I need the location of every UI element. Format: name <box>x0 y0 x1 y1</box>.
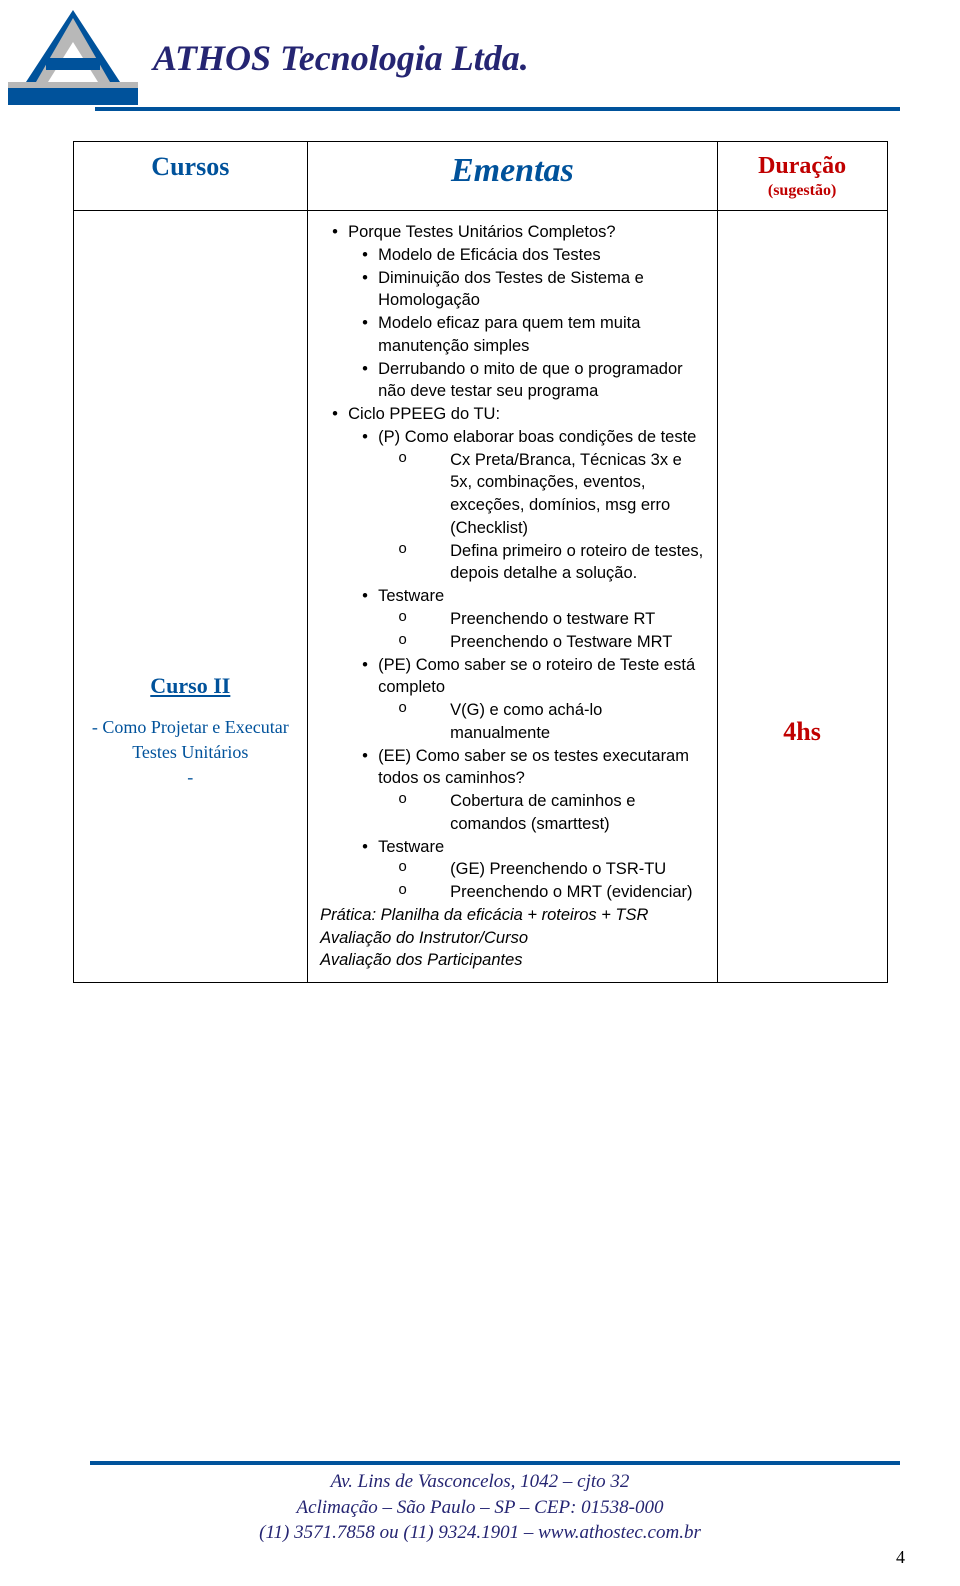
col-header-cursos: Cursos <box>73 142 308 211</box>
company-logo <box>8 10 138 105</box>
ementa-item: Defina primeiro o roteiro de testes, dep… <box>320 540 705 586</box>
ementa-item: V(G) e como achá-lo manualmente <box>320 699 705 745</box>
ementa-item: Prática: Planilha da eficácia + roteiros… <box>320 904 705 927</box>
ementa-cell: Porque Testes Unitários Completos?Modelo… <box>308 210 718 982</box>
duracao-sub: (sugestão) <box>730 181 875 200</box>
ementa-item: Cobertura de caminhos e comandos (smartt… <box>320 790 705 836</box>
ementa-list: Porque Testes Unitários Completos?Modelo… <box>320 221 705 972</box>
duration-cell: 4hs <box>717 210 887 982</box>
course-title: Curso II <box>86 673 296 699</box>
duracao-label: Duração <box>758 153 846 179</box>
page-header: ATHOS Tecnologia Ltda. <box>0 0 960 105</box>
footer-contact: (11) 3571.7858 ou (11) 9324.1901 – www.a… <box>0 1520 960 1546</box>
ementa-item: Porque Testes Unitários Completos? <box>320 221 705 244</box>
ementa-item: (EE) Como saber se os testes executaram … <box>320 745 705 791</box>
ementa-item: (PE) Como saber se o roteiro de Teste es… <box>320 654 705 700</box>
ementa-item: Modelo eficaz para quem tem muita manute… <box>320 312 705 358</box>
ementa-item: (P) Como elaborar boas condições de test… <box>320 426 705 449</box>
ementa-item: Derrubando o mito de que o programador n… <box>320 358 705 404</box>
courses-table: Cursos Ementas Duração (sugestão) Curso … <box>73 141 888 983</box>
ementa-item: Preenchendo o MRT (evidenciar) <box>320 881 705 904</box>
ementa-item: Preenchendo o Testware MRT <box>320 631 705 654</box>
ementa-item: Preenchendo o testware RT <box>320 608 705 631</box>
col-header-duracao: Duração (sugestão) <box>717 142 887 211</box>
company-name: ATHOS Tecnologia Ltda. <box>153 37 529 79</box>
col-header-ementas: Ementas <box>308 142 718 211</box>
footer-address-1: Av. Lins de Vasconcelos, 1042 – cjto 32 <box>0 1469 960 1495</box>
page-number: 4 <box>896 1547 905 1568</box>
ementa-item: Modelo de Eficácia dos Testes <box>320 244 705 267</box>
footer-rule <box>90 1461 900 1465</box>
ementa-item: (GE) Preenchendo o TSR-TU <box>320 858 705 881</box>
footer-address-2: Aclimação – São Paulo – SP – CEP: 01538-… <box>0 1495 960 1521</box>
ementa-item: Avaliação do Instrutor/Curso <box>320 927 705 950</box>
ementa-item: Testware <box>320 836 705 859</box>
course-cell: Curso II - Como Projetar e Executar Test… <box>73 210 308 982</box>
ementa-item: Testware <box>320 585 705 608</box>
ementa-item: Avaliação dos Participantes <box>320 949 705 972</box>
course-subtitle-dash: - <box>86 765 296 790</box>
ementa-item: Diminuição dos Testes de Sistema e Homol… <box>320 267 705 313</box>
ementa-item: Ciclo PPEEG do TU: <box>320 403 705 426</box>
page-footer: Av. Lins de Vasconcelos, 1042 – cjto 32 … <box>0 1461 960 1546</box>
ementa-item: Cx Preta/Branca, Técnicas 3x e 5x, combi… <box>320 449 705 540</box>
header-rule <box>95 107 900 111</box>
course-subtitle: - Como Projetar e Executar Testes Unitár… <box>86 715 296 765</box>
